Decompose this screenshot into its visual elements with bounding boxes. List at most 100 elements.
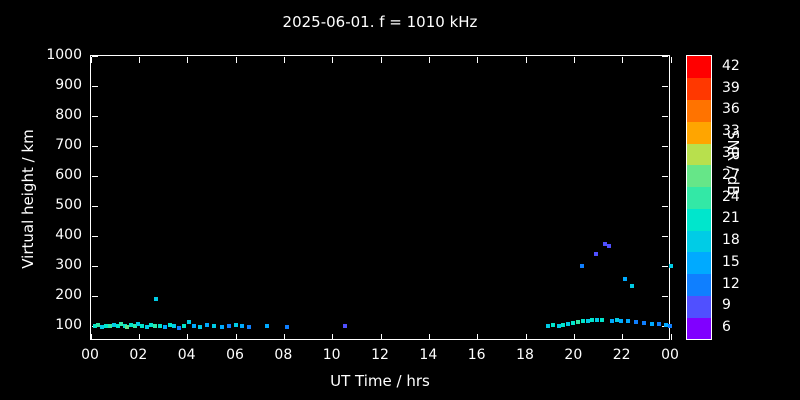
y-tick-label: 600 — [55, 167, 82, 183]
colorbar-cell — [687, 208, 711, 231]
x-tick-label: 00 — [81, 347, 99, 363]
x-tick-label: 08 — [274, 347, 293, 363]
x-tick-mark — [283, 57, 285, 63]
data-point — [590, 318, 595, 322]
x-tick-label: 18 — [516, 347, 534, 363]
data-point — [633, 320, 638, 325]
y-tick-mark — [92, 85, 98, 87]
data-point — [182, 324, 187, 328]
data-point — [619, 319, 624, 324]
x-tick-mark — [573, 334, 575, 340]
x-tick-mark — [477, 334, 479, 340]
data-point — [609, 318, 614, 323]
y-tick-mark — [662, 55, 668, 57]
x-tick-mark — [283, 334, 285, 340]
data-point — [139, 324, 144, 328]
y-tick-mark — [92, 235, 98, 237]
y-tick-label: 700 — [55, 137, 82, 153]
data-point — [111, 322, 116, 327]
data-point — [153, 324, 158, 328]
data-point — [342, 324, 347, 328]
x-tick-label: 20 — [564, 347, 583, 363]
y-tick-label: 100 — [55, 317, 82, 333]
colorbar-tick-label: 30 — [722, 144, 740, 161]
x-tick-mark — [573, 57, 575, 63]
data-point — [205, 323, 209, 328]
data-point — [172, 324, 177, 328]
data-point — [191, 324, 196, 328]
y-tick-mark — [662, 145, 668, 147]
data-point — [212, 324, 217, 328]
x-tick-mark — [235, 334, 237, 340]
colorbar — [686, 55, 712, 340]
y-tick-mark — [92, 145, 98, 147]
x-tick-label: 04 — [177, 347, 196, 363]
y-tick-mark — [662, 265, 668, 267]
y-tick-label: 300 — [55, 257, 82, 273]
x-tick-label: 10 — [322, 347, 341, 363]
x-tick-mark — [622, 334, 624, 340]
colorbar-cell — [687, 273, 711, 296]
data-point — [234, 323, 238, 328]
x-tick-mark — [428, 57, 430, 63]
x-tick-mark — [187, 334, 189, 340]
y-tick-label: 500 — [55, 197, 82, 213]
y-tick-mark — [92, 55, 98, 57]
x-tick-label: 12 — [371, 347, 389, 363]
data-point — [115, 324, 120, 328]
data-point — [561, 322, 566, 327]
data-point — [92, 324, 97, 328]
data-point — [240, 324, 245, 328]
x-tick-mark — [380, 334, 382, 340]
data-point — [284, 324, 289, 329]
data-point — [99, 324, 104, 329]
y-tick-mark — [92, 265, 98, 267]
x-tick-mark — [670, 57, 672, 63]
y-tick-label: 400 — [55, 227, 82, 243]
data-point — [144, 324, 149, 329]
colorbar-tick-label: 21 — [722, 210, 740, 227]
y-tick-mark — [662, 85, 668, 87]
data-point — [128, 323, 133, 328]
data-point — [664, 323, 669, 328]
data-point — [103, 323, 108, 328]
colorbar-tick-label: 39 — [722, 79, 740, 96]
data-point — [571, 320, 576, 325]
data-point — [556, 323, 561, 328]
colorbar-cell — [687, 230, 711, 253]
x-tick-mark — [525, 57, 527, 63]
colorbar-cell — [687, 186, 711, 209]
data-point — [642, 321, 647, 325]
chart-title: 2025-06-01. f = 1010 kHz — [282, 13, 478, 31]
x-tick-mark — [138, 334, 140, 340]
data-point — [132, 324, 137, 329]
data-point — [656, 321, 661, 326]
data-point — [136, 321, 141, 326]
data-point — [614, 318, 619, 322]
colorbar-cell — [687, 251, 711, 275]
colorbar-cell — [687, 317, 711, 340]
plot-area — [90, 55, 673, 340]
x-tick-label: 06 — [226, 347, 244, 363]
data-point — [96, 322, 101, 327]
data-point — [649, 322, 654, 327]
data-point — [157, 324, 162, 329]
y-tick-mark — [92, 295, 98, 297]
data-point — [167, 323, 172, 328]
data-point — [602, 241, 607, 246]
x-tick-mark — [332, 334, 334, 340]
colorbar-tick-label: 33 — [722, 123, 740, 140]
data-point — [550, 323, 555, 328]
data-point — [630, 284, 635, 289]
data-point — [669, 264, 673, 268]
data-point — [162, 324, 167, 329]
data-point — [177, 325, 182, 330]
x-tick-label: 14 — [419, 347, 438, 363]
data-point — [607, 243, 612, 248]
y-tick-label: 200 — [55, 287, 82, 303]
data-point — [623, 276, 628, 281]
colorbar-tick-label: 15 — [722, 253, 740, 270]
colorbar-tick-label: 9 — [722, 297, 731, 314]
colorbar-tick-label: 6 — [722, 319, 731, 336]
